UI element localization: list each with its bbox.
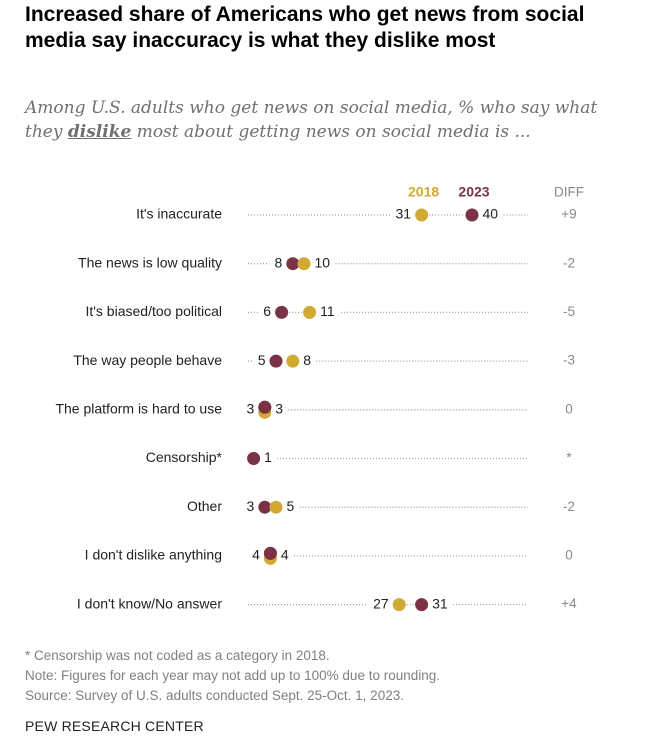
category-label-0: It's inaccurate	[136, 206, 222, 222]
dot-2018-3	[286, 354, 300, 368]
category-label-3: The way people behave	[73, 352, 222, 368]
value-label-right-2: 11	[320, 303, 335, 319]
value-label-left-6: 3	[247, 498, 255, 514]
diff-value-0: +9	[561, 207, 576, 222]
category-label-2: It's biased/too political	[85, 303, 222, 319]
value-label-right-5: 1	[264, 449, 272, 465]
value-label-right-1: 10	[315, 254, 331, 270]
dot-2023-1	[286, 257, 300, 271]
chart-title: Increased share of Americans who get new…	[25, 3, 585, 52]
value-label-left-2: 6	[263, 303, 271, 319]
dot-2023-0	[465, 208, 479, 222]
diff-value-5: *	[566, 450, 572, 465]
value-label-left-0: 31	[396, 206, 412, 222]
legend-2018: 2018	[408, 184, 439, 200]
dot-2023-8	[415, 598, 429, 612]
category-label-5: Censorship*	[146, 449, 223, 465]
diff-value-1: -2	[563, 255, 575, 270]
value-label-left-7: 4	[252, 547, 260, 563]
dot-2023-3	[269, 354, 283, 368]
note-censorship: * Censorship was not coded as a category…	[25, 648, 330, 663]
dot-2018-2	[303, 305, 317, 319]
value-label-left-1: 8	[275, 254, 283, 270]
dot-2018-1	[297, 257, 311, 271]
dot-2023-top-7	[263, 546, 277, 560]
dot-2023-2	[275, 305, 289, 319]
diff-value-3: -3	[563, 353, 575, 368]
note-source: Source: Survey of U.S. adults conducted …	[25, 688, 404, 703]
category-label-6: Other	[187, 498, 222, 514]
subtitle-text-before: Among U.S. adults who get news on social…	[25, 98, 598, 142]
chart-notes: * Censorship was not coded as a category…	[25, 646, 645, 706]
note-rounding: Note: Figures for each year may not add …	[25, 668, 441, 683]
value-label-left-4: 3	[247, 401, 255, 417]
dot-2018-8	[392, 598, 406, 612]
value-label-right-3: 8	[303, 352, 311, 368]
value-label-right-7: 4	[281, 547, 289, 563]
category-label-4: The platform is hard to use	[55, 401, 222, 417]
dot-2023-6	[258, 500, 272, 514]
value-label-right-6: 5	[287, 498, 295, 514]
dot-2023-top-4	[258, 400, 272, 414]
diff-value-2: -5	[563, 304, 575, 319]
diff-value-8: +4	[561, 596, 577, 611]
diff-value-4: 0	[565, 401, 573, 416]
dot-2023-5	[247, 452, 261, 465]
dot-2018-0	[415, 208, 429, 222]
source-organization: PEW RESEARCH CENTER	[25, 718, 204, 734]
category-label-7: I don't dislike anything	[85, 547, 222, 563]
value-label-left-8: 27	[373, 595, 389, 611]
value-label-right-4: 3	[275, 401, 283, 417]
subtitle-text-after: most about getting news on social media …	[131, 122, 531, 142]
value-label-left-3: 5	[258, 352, 266, 368]
chart-subtitle: Among U.S. adults who get news on social…	[25, 96, 635, 144]
diff-value-6: -2	[563, 499, 575, 514]
value-label-right-8: 31	[432, 595, 448, 611]
category-label-1: The news is low quality	[78, 254, 222, 270]
dot-2018-6	[269, 500, 283, 514]
legend-2023: 2023	[458, 184, 489, 200]
category-label-8: I don't know/No answer	[77, 595, 222, 611]
diff-header: DIFF	[554, 185, 584, 200]
subtitle-emphasis: dislike	[67, 122, 132, 142]
diff-value-7: 0	[565, 547, 573, 562]
value-label-right-0: 40	[483, 206, 499, 222]
